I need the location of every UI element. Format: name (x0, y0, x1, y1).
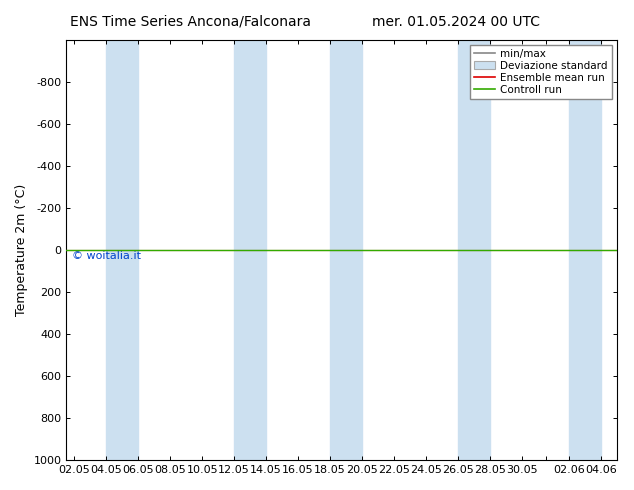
Text: mer. 01.05.2024 00 UTC: mer. 01.05.2024 00 UTC (373, 15, 540, 29)
Bar (234, 40, 266, 460)
Text: © woitalia.it: © woitalia.it (72, 251, 141, 261)
Text: ENS Time Series Ancona/Falconara: ENS Time Series Ancona/Falconara (70, 15, 311, 29)
Legend: min/max, Deviazione standard, Ensemble mean run, Controll run: min/max, Deviazione standard, Ensemble m… (470, 45, 612, 99)
Bar (569, 40, 602, 460)
Bar (107, 40, 138, 460)
Bar (330, 40, 362, 460)
Y-axis label: Temperature 2m (°C): Temperature 2m (°C) (15, 184, 28, 316)
Bar (458, 40, 489, 460)
